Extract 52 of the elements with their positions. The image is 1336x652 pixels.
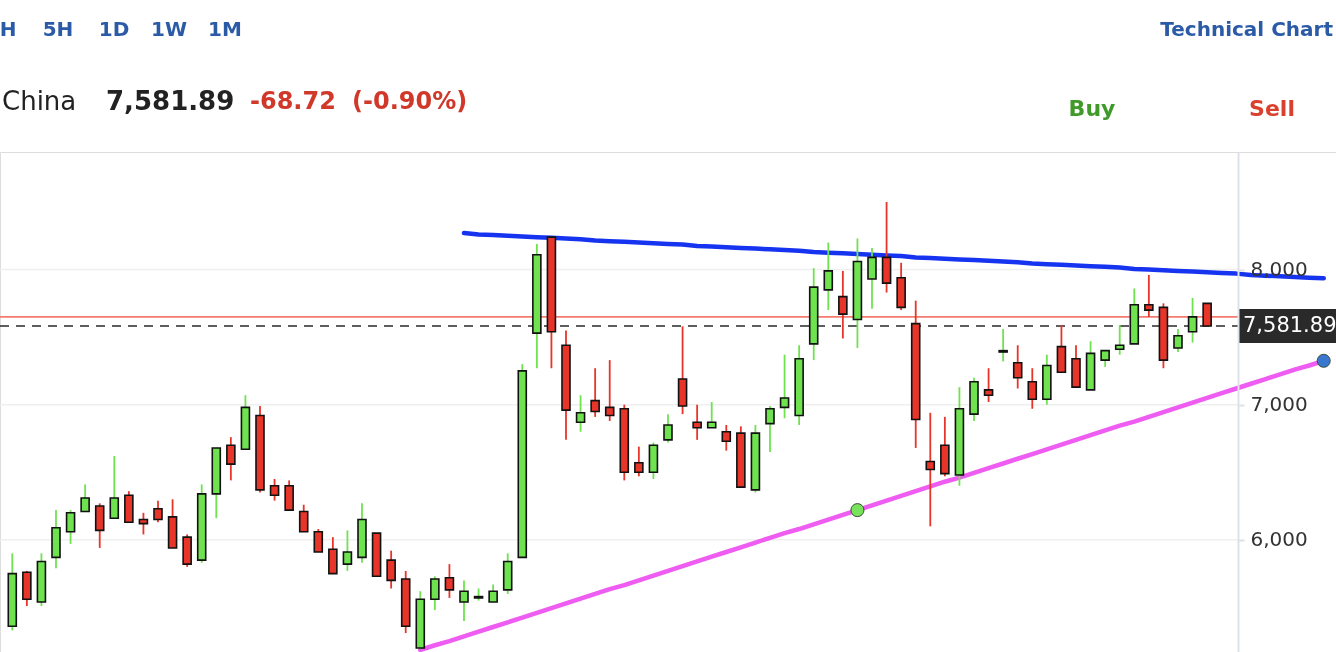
candlestick bbox=[575, 394, 586, 433]
candlestick bbox=[823, 241, 834, 312]
candlestick bbox=[342, 529, 353, 572]
ref-line-label: 7,581.89 bbox=[1243, 313, 1336, 338]
text: -68.72 bbox=[250, 87, 336, 115]
candlestick bbox=[692, 403, 702, 441]
candlestick bbox=[109, 455, 120, 520]
text: 1M bbox=[208, 17, 242, 41]
candlestick bbox=[226, 436, 236, 482]
text: 1W bbox=[151, 17, 187, 41]
candlestick bbox=[386, 549, 396, 590]
candlestick bbox=[838, 270, 848, 340]
candlestick bbox=[706, 401, 717, 429]
candlestick bbox=[153, 499, 163, 524]
text: 1D bbox=[98, 17, 130, 41]
candlestick bbox=[1012, 344, 1023, 390]
text: 7,581.89 bbox=[106, 86, 235, 116]
candlestick bbox=[1027, 367, 1038, 410]
text: (-0.90%) bbox=[352, 87, 468, 115]
candlestick bbox=[298, 503, 309, 533]
candlestick bbox=[779, 353, 790, 420]
candlestick bbox=[663, 413, 673, 444]
candlestick bbox=[65, 509, 76, 545]
candlestick bbox=[1114, 324, 1125, 356]
candlestick bbox=[1202, 302, 1212, 327]
text: Buy bbox=[1068, 96, 1116, 121]
candlestick bbox=[1173, 328, 1183, 353]
text: Technical Chart bbox=[1160, 17, 1334, 41]
candlestick bbox=[867, 247, 877, 310]
text: 5H bbox=[42, 17, 74, 41]
candlestick bbox=[590, 367, 600, 418]
candlestick bbox=[1187, 297, 1198, 344]
candlestick bbox=[925, 411, 936, 528]
candlestick bbox=[721, 424, 732, 452]
candlestick bbox=[80, 483, 90, 513]
candlestick bbox=[998, 328, 1008, 363]
candlestick bbox=[765, 405, 775, 453]
y-tick-label: 7,000 bbox=[1250, 392, 1308, 417]
text: Sell bbox=[1249, 96, 1295, 121]
candlestick bbox=[269, 478, 280, 502]
candlestick bbox=[430, 575, 440, 612]
line-series bbox=[461, 230, 1326, 281]
candlestick bbox=[459, 579, 469, 622]
y-tick-label: 6,000 bbox=[1250, 527, 1308, 552]
chart-title: China bbox=[2, 86, 77, 116]
candlestick bbox=[604, 359, 615, 422]
text: H bbox=[0, 17, 17, 41]
candlestick bbox=[313, 528, 324, 553]
candlestick bbox=[1144, 274, 1154, 318]
candlestick bbox=[444, 563, 455, 599]
candlestick bbox=[634, 445, 644, 478]
candlestick bbox=[983, 367, 994, 403]
